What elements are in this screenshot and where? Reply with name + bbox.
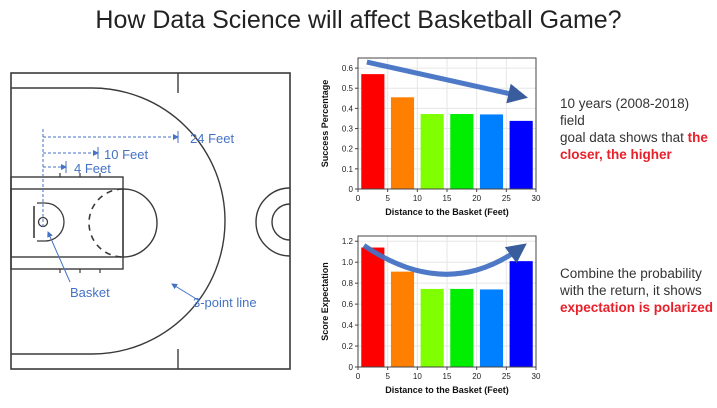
- x-tick-label: 10: [413, 372, 422, 381]
- y-tick-label: 0.3: [342, 125, 354, 134]
- x-tick-label: 5: [385, 372, 390, 381]
- y-axis-label: Score Expectation: [320, 262, 330, 341]
- x-tick-label: 0: [356, 194, 361, 203]
- x-tick-label: 15: [443, 194, 452, 203]
- bar: [420, 288, 444, 367]
- y-tick-label: 0.4: [342, 104, 354, 113]
- center-circle-outer: [255, 187, 291, 257]
- y-tick-label: 0.8: [342, 279, 354, 288]
- y-tick-label: 0: [349, 363, 354, 372]
- caption-bottom: Combine the probability with the return,…: [560, 265, 715, 316]
- distance-markers: [42, 129, 199, 301]
- bar: [450, 114, 474, 189]
- bar: [390, 271, 415, 367]
- x-tick-label: 20: [472, 194, 481, 203]
- caption-top-highlight-b: closer, the higher: [560, 147, 672, 162]
- caption-top-highlight-a: the: [687, 130, 708, 145]
- slide-title: How Data Science will affect Basketball …: [95, 6, 622, 34]
- trend-arrow: [362, 243, 527, 277]
- bar: [361, 74, 385, 189]
- x-tick-label: 5: [385, 194, 390, 203]
- success-percentage-chart: 0 0.1 0.2 0.3 0.4 0.5 0.6 0 5 10 15 20 25 30 Distance …: [320, 57, 541, 217]
- y-tick-label: 0.1: [342, 165, 354, 174]
- center-circle-inner: [271, 203, 291, 241]
- label-10-feet: 10 Feet: [104, 147, 148, 162]
- y-tick-label: 1.2: [342, 237, 354, 246]
- free-throw-arc-dashed: [88, 188, 124, 258]
- trend-arrow: [366, 59, 529, 104]
- caption-top-line1: 10 years (2008-2018) field: [560, 96, 690, 128]
- label-24-feet: 24 Feet: [190, 131, 234, 146]
- free-throw-arc-solid: [122, 188, 158, 258]
- caption-top-line2: goal data shows that the: [560, 129, 715, 146]
- caption-top: 10 years (2008-2018) field goal data sho…: [560, 95, 715, 163]
- outer-lane: [10, 176, 124, 270]
- score-expectation-chart: 0 0.2 0.4 0.6 0.8 1.0 1.2 0 5 10 15 20 25 30 Distance …: [320, 235, 541, 395]
- bar: [450, 288, 474, 367]
- y-tick-label: 0: [349, 185, 354, 194]
- court-diagram: 24 Feet 10 Feet 4 Feet Basket 3-point li…: [10, 72, 291, 370]
- caption-bottom-line2: with the return, it shows: [560, 283, 702, 298]
- x-tick-label: 0: [356, 372, 361, 381]
- bar: [479, 114, 504, 189]
- restricted-area: [37, 202, 65, 242]
- three-point-arc: [11, 87, 226, 355]
- x-axis-label: Distance to the Basket (Feet): [385, 385, 509, 395]
- y-tick-label: 0.6: [342, 64, 354, 73]
- inner-lane: [10, 188, 124, 258]
- y-tick-label: 0.4: [342, 321, 354, 330]
- x-tick-label: 30: [532, 372, 541, 381]
- x-tick-label: 25: [502, 372, 511, 381]
- court-boundary: [10, 72, 291, 370]
- y-axis-label: Success Percentage: [320, 80, 330, 168]
- label-basket: Basket: [70, 285, 110, 300]
- y-tick-label: 0.2: [342, 145, 354, 154]
- bar: [509, 120, 533, 189]
- x-tick-label: 30: [532, 194, 541, 203]
- caption-bottom-highlight: expectation is polarized: [560, 300, 714, 315]
- x-tick-label: 15: [443, 372, 452, 381]
- caption-top-line2-prefix: goal data shows that: [560, 130, 688, 145]
- x-axis-label: Distance to the Basket (Feet): [385, 207, 509, 217]
- y-tick-label: 0.6: [342, 300, 354, 309]
- y-tick-label: 0.5: [342, 84, 354, 93]
- x-tick-label: 25: [502, 194, 511, 203]
- label-three-point-line: 3-point line: [193, 295, 257, 310]
- bar: [420, 114, 444, 189]
- y-tick-label: 1.0: [342, 258, 354, 267]
- bar: [361, 247, 385, 367]
- caption-bottom-line1: Combine the probability: [560, 266, 702, 281]
- x-tick-label: 20: [472, 372, 481, 381]
- label-4-feet: 4 Feet: [74, 161, 111, 176]
- y-tick-label: 0.2: [342, 342, 354, 351]
- bar: [479, 289, 504, 367]
- x-tick-label: 10: [413, 194, 422, 203]
- bar: [509, 261, 533, 367]
- bar: [390, 97, 415, 189]
